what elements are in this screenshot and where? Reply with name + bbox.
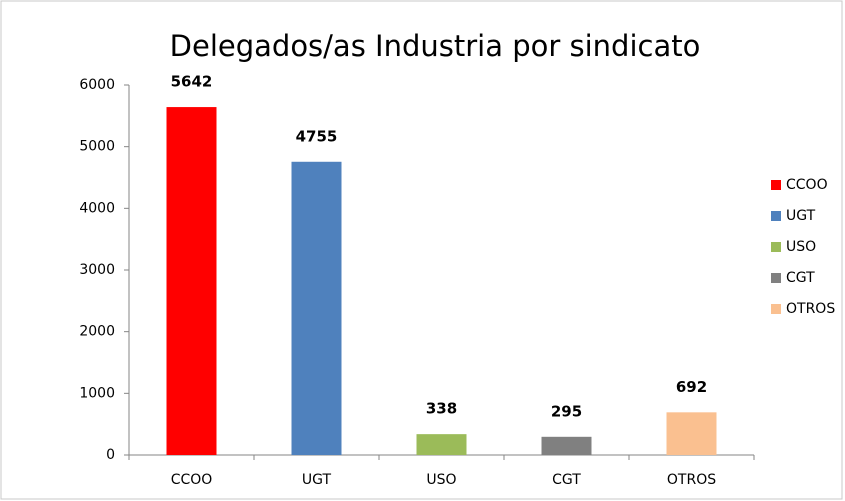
- data-label: 692: [676, 378, 707, 396]
- y-tick-label: 2000: [79, 324, 115, 340]
- legend-swatch: [771, 211, 781, 221]
- chart-title: Delegados/as Industria por sindicato: [170, 29, 701, 63]
- data-label: 338: [426, 400, 457, 418]
- x-tick-label: OTROS: [667, 472, 716, 488]
- x-tick-label: USO: [426, 472, 456, 488]
- bar: [416, 434, 467, 455]
- legend-label: OTROS: [786, 301, 835, 317]
- legend-swatch: [771, 273, 781, 283]
- legend-label: CCOO: [786, 177, 828, 193]
- legend-label: CGT: [786, 270, 815, 286]
- y-tick-label: 6000: [79, 77, 115, 93]
- legend-label: UGT: [786, 208, 816, 224]
- bar: [541, 436, 592, 455]
- legend-swatch: [771, 242, 781, 252]
- y-tick-label: 1000: [79, 385, 115, 401]
- x-tick-label: CGT: [552, 472, 581, 488]
- data-label: 295: [551, 402, 582, 420]
- x-tick-label: CCOO: [171, 472, 213, 488]
- x-tick-label: UGT: [302, 472, 332, 488]
- bar: [166, 107, 217, 456]
- data-label: 4755: [296, 127, 338, 145]
- y-tick-label: 4000: [79, 200, 115, 216]
- y-tick-label: 3000: [79, 262, 115, 278]
- legend-swatch: [771, 180, 781, 190]
- bar: [291, 161, 342, 455]
- legend-label: USO: [786, 239, 816, 255]
- data-label: 5642: [171, 73, 213, 91]
- y-tick-label: 5000: [79, 139, 115, 155]
- bar: [666, 412, 717, 455]
- legend-swatch: [771, 304, 781, 314]
- y-tick-label: 0: [106, 447, 115, 463]
